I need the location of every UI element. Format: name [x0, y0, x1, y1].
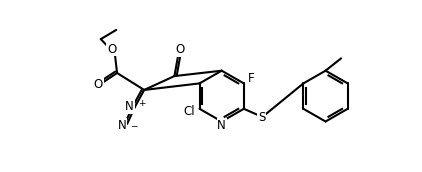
Text: N: N	[125, 100, 134, 113]
Text: +: +	[138, 99, 146, 108]
Text: O: O	[175, 43, 184, 56]
Text: N: N	[118, 119, 126, 132]
Text: Cl: Cl	[183, 105, 195, 118]
Text: O: O	[94, 78, 103, 91]
Text: −: −	[130, 121, 138, 130]
Text: F: F	[248, 72, 255, 84]
Text: O: O	[107, 43, 116, 56]
Text: N: N	[217, 119, 226, 132]
Text: S: S	[258, 111, 265, 124]
